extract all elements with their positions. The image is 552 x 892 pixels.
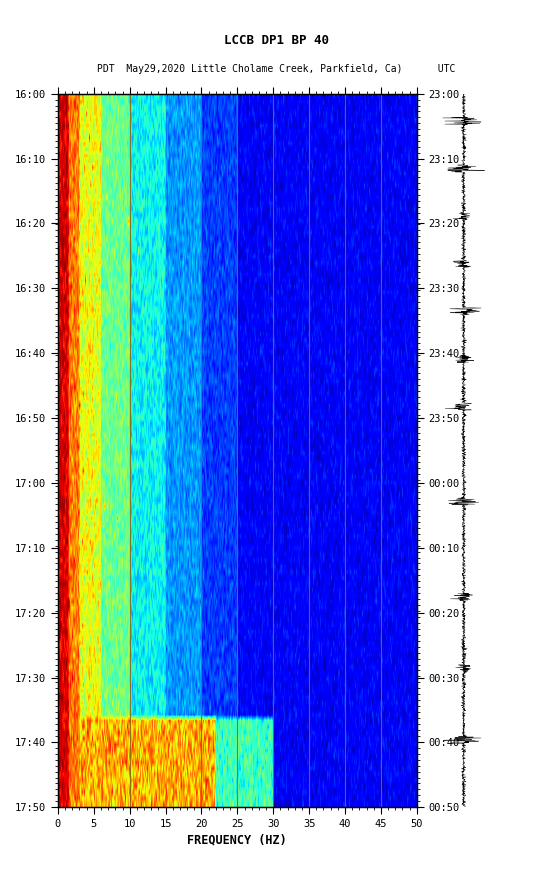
X-axis label: FREQUENCY (HZ): FREQUENCY (HZ) — [188, 833, 287, 847]
Text: USGS: USGS — [19, 16, 58, 29]
Text: PDT  May29,2020 Little Cholame Creek, Parkfield, Ca)      UTC: PDT May29,2020 Little Cholame Creek, Par… — [97, 64, 455, 74]
Text: LCCB DP1 BP 40: LCCB DP1 BP 40 — [224, 34, 328, 47]
